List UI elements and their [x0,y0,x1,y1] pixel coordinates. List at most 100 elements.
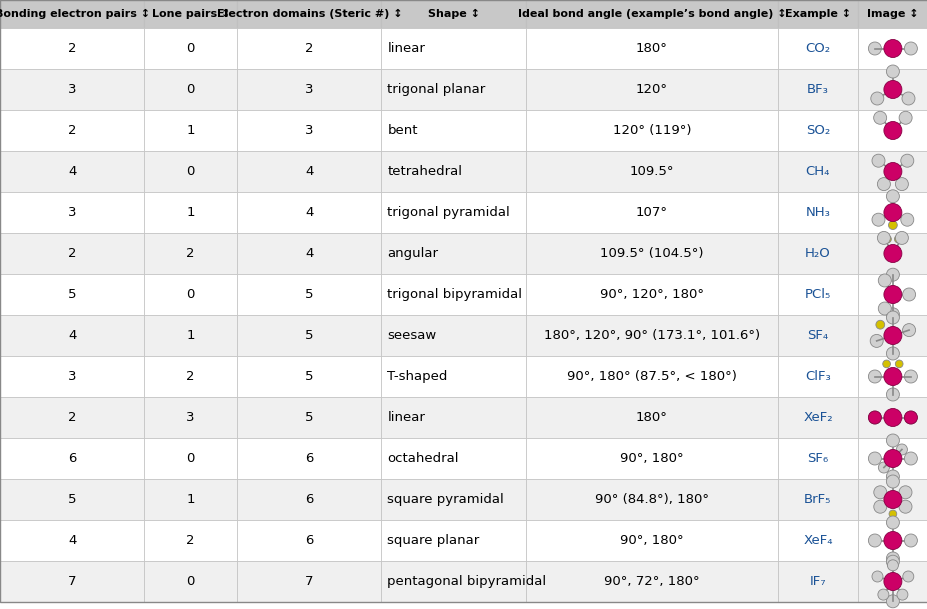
Circle shape [885,470,898,483]
Bar [144,356,237,397]
Bar [381,397,525,438]
Circle shape [877,274,890,287]
Bar [857,110,927,151]
Circle shape [883,449,901,468]
Text: 180°, 120°, 90° (173.1°, 101.6°): 180°, 120°, 90° (173.1°, 101.6°) [543,329,759,342]
Bar [857,356,927,397]
Circle shape [904,534,917,547]
Text: 4: 4 [68,165,76,178]
Circle shape [904,370,917,383]
Text: 3: 3 [305,83,313,96]
Circle shape [902,323,915,337]
Circle shape [885,190,898,203]
Circle shape [876,231,889,244]
Text: 4: 4 [305,247,313,260]
Bar [0,561,144,602]
Bar [144,28,237,69]
Text: Lone pairs ↕: Lone pairs ↕ [151,9,230,19]
Bar [0,520,144,561]
Text: 6: 6 [305,452,313,465]
Text: Ideal bond angle (example’s bond angle) ↕: Ideal bond angle (example’s bond angle) … [517,9,785,19]
Bar [144,69,237,110]
Text: 120° (119°): 120° (119°) [612,124,691,137]
Text: SF₄: SF₄ [806,329,828,342]
Bar [381,561,525,602]
Circle shape [898,486,911,499]
Circle shape [895,178,908,191]
Bar [381,438,525,479]
Bar [144,520,237,561]
Bar [857,438,927,479]
Circle shape [885,65,898,78]
Text: octahedral: octahedral [387,452,459,465]
Bar [0,274,144,315]
Bar [381,520,525,561]
Text: 90°, 180°: 90°, 180° [619,452,683,465]
Text: 90°, 180°: 90°, 180° [619,534,683,547]
Text: 7: 7 [68,575,76,588]
Bar [237,151,381,192]
Bar [144,192,237,233]
Circle shape [885,308,898,321]
Bar [144,561,237,602]
Text: 109.5° (104.5°): 109.5° (104.5°) [600,247,703,260]
Circle shape [904,411,917,424]
Bar [777,0,857,28]
Text: T-shaped: T-shaped [387,370,448,383]
Circle shape [871,571,882,582]
Bar [777,69,857,110]
Text: 5: 5 [68,288,76,301]
Bar [0,0,144,28]
Bar [857,151,927,192]
Circle shape [885,311,898,324]
Text: 90° (84.8°), 180°: 90° (84.8°), 180° [594,493,708,506]
Bar [381,479,525,520]
Text: 1: 1 [186,493,195,506]
Bar [857,69,927,110]
Text: Image ↕: Image ↕ [866,9,918,19]
Text: CO₂: CO₂ [805,42,830,55]
Text: PCl₅: PCl₅ [804,288,831,301]
Bar [381,0,525,28]
Circle shape [877,589,888,600]
Text: trigonal planar: trigonal planar [387,83,485,96]
Bar [857,561,927,602]
Bar [381,356,525,397]
Text: angular: angular [387,247,438,260]
Text: square planar: square planar [387,534,479,547]
Bar [0,192,144,233]
Text: Bonding electron pairs ↕: Bonding electron pairs ↕ [0,9,149,19]
Text: bent: bent [387,124,417,137]
Bar [777,28,857,69]
Text: 180°: 180° [635,42,667,55]
Bar [777,479,857,520]
Text: NH₃: NH₃ [805,206,830,219]
Text: 6: 6 [68,452,76,465]
Text: SO₂: SO₂ [805,124,829,137]
Circle shape [896,589,907,600]
Circle shape [872,111,885,124]
Text: ClF₃: ClF₃ [805,370,830,383]
Text: CH₄: CH₄ [805,165,830,178]
Circle shape [885,434,898,447]
Bar [0,110,144,151]
Circle shape [883,163,901,180]
Text: tetrahedral: tetrahedral [387,165,462,178]
Text: SF₆: SF₆ [806,452,828,465]
Bar [0,28,144,69]
Text: 0: 0 [186,288,195,301]
Bar [857,233,927,274]
Circle shape [904,452,917,465]
Text: 90°, 120°, 180°: 90°, 120°, 180° [599,288,703,301]
Circle shape [895,444,907,455]
Text: 2: 2 [68,42,76,55]
Text: IF₇: IF₇ [808,575,825,588]
Bar [857,520,927,561]
Text: 1: 1 [186,124,195,137]
Circle shape [868,411,881,424]
Circle shape [900,213,913,226]
Circle shape [883,244,901,262]
Bar [381,110,525,151]
Bar [237,479,381,520]
Bar [777,110,857,151]
